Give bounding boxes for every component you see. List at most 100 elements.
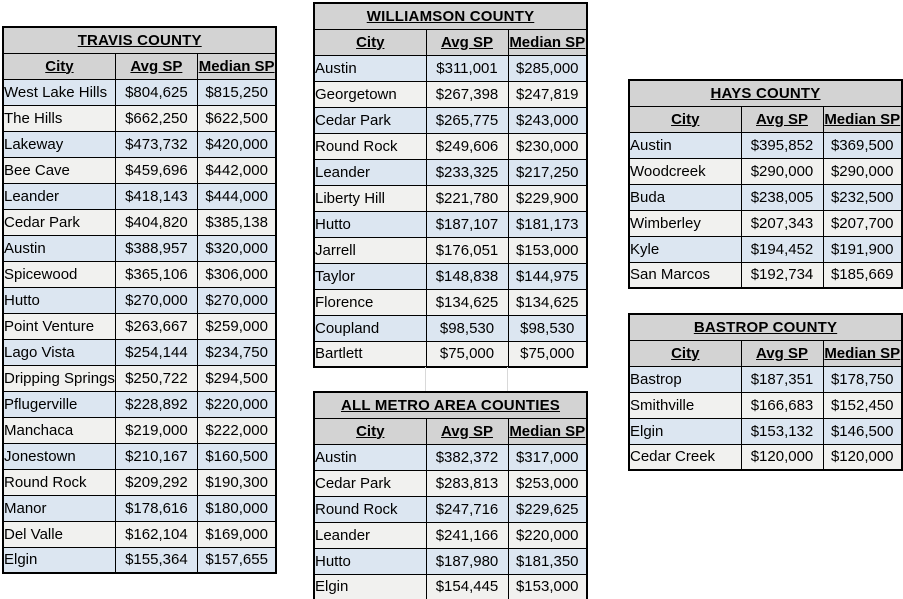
table-row: Georgetown $267,398 $247,819 xyxy=(313,80,588,108)
column-header-avg-sp: Avg SP xyxy=(425,28,509,56)
table-row: Liberty Hill $221,780 $229,900 xyxy=(313,184,588,212)
avg-sp-cell: $148,838 xyxy=(425,262,509,290)
avg-sp-cell: $155,364 xyxy=(114,546,198,574)
table-row: Jonestown $210,167 $160,500 xyxy=(2,442,277,470)
table-row: Smithville $166,683 $152,450 xyxy=(628,391,903,419)
median-sp-cell: $185,669 xyxy=(822,261,903,289)
column-header-city: City xyxy=(313,28,427,56)
spreadsheet-gridline xyxy=(507,367,508,391)
median-sp-cell: $230,000 xyxy=(507,132,588,160)
median-sp-cell: $247,819 xyxy=(507,80,588,108)
city-cell: Buda xyxy=(628,183,742,211)
median-sp-cell: $169,000 xyxy=(196,520,277,548)
city-cell: Leander xyxy=(313,521,427,549)
median-sp-cell: $178,750 xyxy=(822,365,903,393)
city-cell: Jonestown xyxy=(2,442,116,470)
table-row: Cedar Creek $120,000 $120,000 xyxy=(628,443,903,471)
column-header-avg-sp: Avg SP xyxy=(114,52,198,80)
median-sp-cell: $181,173 xyxy=(507,210,588,238)
table-row: Cedar Park $404,820 $385,138 xyxy=(2,208,277,236)
table-row: Elgin $153,132 $146,500 xyxy=(628,417,903,445)
table-row: Kyle $194,452 $191,900 xyxy=(628,235,903,263)
city-cell: Elgin xyxy=(2,546,116,574)
table-row: Florence $134,625 $134,625 xyxy=(313,288,588,316)
table-row: Elgin $154,445 $153,000 xyxy=(313,573,588,599)
city-cell: Austin xyxy=(2,234,116,262)
avg-sp-cell: $207,343 xyxy=(740,209,824,237)
avg-sp-cell: $254,144 xyxy=(114,338,198,366)
city-cell: Hutto xyxy=(313,547,427,575)
city-cell: Round Rock xyxy=(313,132,427,160)
table-bastrop-county: BASTROP COUNTY City Avg SP Median SP Bastrop… xyxy=(628,313,903,471)
avg-sp-cell: $365,106 xyxy=(114,260,198,288)
spreadsheet-gridline xyxy=(425,367,426,391)
avg-sp-cell: $187,980 xyxy=(425,547,509,575)
city-cell: Del Valle xyxy=(2,520,116,548)
median-sp-cell: $294,500 xyxy=(196,364,277,392)
table-row: Austin $311,001 $285,000 xyxy=(313,54,588,82)
table-row: Buda $238,005 $232,500 xyxy=(628,183,903,211)
table-title: TRAVIS COUNTY xyxy=(2,26,277,54)
avg-sp-cell: $228,892 xyxy=(114,390,198,418)
city-cell: Coupland xyxy=(313,314,427,342)
avg-sp-cell: $194,452 xyxy=(740,235,824,263)
city-cell: Cedar Creek xyxy=(628,443,742,471)
table-row: Point Venture $263,667 $259,000 xyxy=(2,312,277,340)
avg-sp-cell: $153,132 xyxy=(740,417,824,445)
table-row: Austin $382,372 $317,000 xyxy=(313,443,588,471)
column-header-median-sp: Median SP xyxy=(822,339,903,367)
median-sp-cell: $243,000 xyxy=(507,106,588,134)
city-cell: Dripping Springs xyxy=(2,364,116,392)
avg-sp-cell: $134,625 xyxy=(425,288,509,316)
median-sp-cell: $146,500 xyxy=(822,417,903,445)
column-header-avg-sp: Avg SP xyxy=(425,417,509,445)
table-row: Manor $178,616 $180,000 xyxy=(2,494,277,522)
table-row: Austin $388,957 $320,000 xyxy=(2,234,277,262)
median-sp-cell: $317,000 xyxy=(507,443,588,471)
avg-sp-cell: $98,530 xyxy=(425,314,509,342)
table-williamson-county: WILLIAMSON COUNTY City Avg SP Median SP Aust… xyxy=(313,2,588,368)
median-sp-cell: $442,000 xyxy=(196,156,277,184)
column-header-city: City xyxy=(628,339,742,367)
avg-sp-cell: $192,734 xyxy=(740,261,824,289)
median-sp-cell: $290,000 xyxy=(822,157,903,185)
table-row: Hutto $187,980 $181,350 xyxy=(313,547,588,575)
column-header-city: City xyxy=(628,105,742,133)
avg-sp-cell: $388,957 xyxy=(114,234,198,262)
median-sp-cell: $180,000 xyxy=(196,494,277,522)
avg-sp-cell: $382,372 xyxy=(425,443,509,471)
median-sp-cell: $306,000 xyxy=(196,260,277,288)
city-cell: Elgin xyxy=(628,417,742,445)
avg-sp-cell: $270,000 xyxy=(114,286,198,314)
table-row: Coupland $98,530 $98,530 xyxy=(313,314,588,342)
city-cell: Manor xyxy=(2,494,116,522)
median-sp-cell: $259,000 xyxy=(196,312,277,340)
column-header-median-sp: Median SP xyxy=(507,417,588,445)
table-row: Hutto $270,000 $270,000 xyxy=(2,286,277,314)
avg-sp-cell: $804,625 xyxy=(114,78,198,106)
avg-sp-cell: $187,107 xyxy=(425,210,509,238)
table-row: Pflugerville $228,892 $220,000 xyxy=(2,390,277,418)
city-cell: Leander xyxy=(2,182,116,210)
city-cell: Leander xyxy=(313,158,427,186)
median-sp-cell: $385,138 xyxy=(196,208,277,236)
table-row: Leander $418,143 $444,000 xyxy=(2,182,277,210)
city-cell: Austin xyxy=(313,443,427,471)
median-sp-cell: $270,000 xyxy=(196,286,277,314)
city-cell: Spicewood xyxy=(2,260,116,288)
table-row: The Hills $662,250 $622,500 xyxy=(2,104,277,132)
city-cell: Manchaca xyxy=(2,416,116,444)
table-row: Del Valle $162,104 $169,000 xyxy=(2,520,277,548)
avg-sp-cell: $290,000 xyxy=(740,157,824,185)
table-title: HAYS COUNTY xyxy=(628,79,903,107)
median-sp-cell: $232,500 xyxy=(822,183,903,211)
table-row: Elgin $155,364 $157,655 xyxy=(2,546,277,574)
city-cell: Point Venture xyxy=(2,312,116,340)
city-cell: Kyle xyxy=(628,235,742,263)
avg-sp-cell: $265,775 xyxy=(425,106,509,134)
city-cell: Liberty Hill xyxy=(313,184,427,212)
table-row: Jarrell $176,051 $153,000 xyxy=(313,236,588,264)
avg-sp-cell: $219,000 xyxy=(114,416,198,444)
avg-sp-cell: $662,250 xyxy=(114,104,198,132)
